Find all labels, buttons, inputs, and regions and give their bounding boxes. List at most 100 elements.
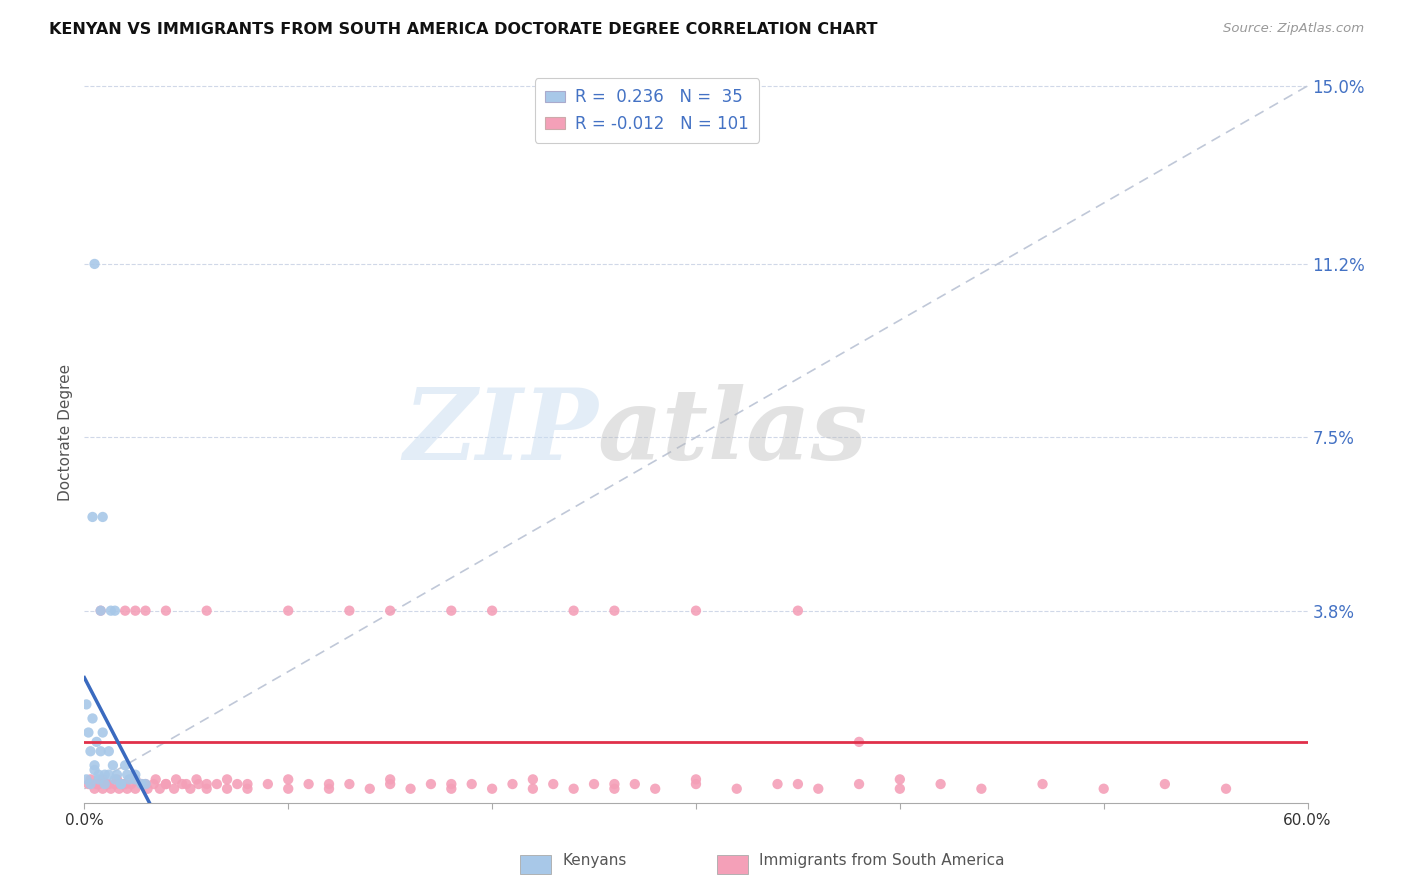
Point	[380, 777, 402, 791]
Point	[77, 725, 100, 739]
Point	[725, 781, 748, 796]
Point	[195, 604, 218, 618]
Point	[75, 698, 97, 712]
Point	[124, 767, 146, 781]
Point	[205, 777, 228, 791]
Point	[236, 781, 259, 796]
Point	[359, 781, 381, 796]
Point	[929, 777, 952, 791]
Point	[848, 735, 870, 749]
Point	[83, 257, 105, 271]
Point	[108, 781, 131, 796]
Point	[970, 781, 993, 796]
Point	[149, 781, 172, 796]
Point	[848, 777, 870, 791]
Point	[77, 777, 100, 791]
Text: atlas: atlas	[598, 384, 868, 481]
Point	[101, 758, 124, 772]
Point	[104, 772, 127, 787]
Point	[112, 777, 135, 791]
Point	[277, 604, 299, 618]
Point	[165, 772, 187, 787]
Point	[97, 744, 120, 758]
Point	[195, 777, 218, 791]
Point	[83, 758, 105, 772]
Point	[1154, 777, 1177, 791]
Point	[86, 735, 108, 749]
Point	[155, 777, 177, 791]
Point	[124, 772, 146, 787]
Point	[114, 777, 136, 791]
Point	[79, 777, 101, 791]
Point	[1092, 781, 1115, 796]
Point	[91, 772, 114, 787]
Point	[124, 781, 146, 796]
Point	[186, 772, 208, 787]
Point	[104, 777, 127, 791]
Point	[124, 604, 146, 618]
Point	[97, 777, 120, 791]
Point	[83, 763, 105, 777]
Point	[399, 781, 422, 796]
Point	[90, 744, 112, 758]
Point	[562, 604, 585, 618]
Point	[91, 510, 114, 524]
Point	[90, 604, 112, 618]
Point	[131, 777, 153, 791]
Point	[440, 604, 463, 618]
Point	[339, 777, 361, 791]
Point	[644, 781, 666, 796]
Point	[155, 777, 177, 791]
Point	[562, 781, 585, 796]
Point	[114, 758, 136, 772]
Point	[461, 777, 484, 791]
Point	[131, 777, 153, 791]
Point	[87, 777, 110, 791]
Point	[82, 711, 104, 725]
Point	[87, 772, 110, 787]
Point	[87, 767, 110, 781]
Point	[603, 781, 626, 796]
Point	[583, 777, 606, 791]
Point	[522, 781, 544, 796]
Point	[787, 777, 810, 791]
Point	[100, 604, 122, 618]
Point	[440, 781, 463, 796]
Point	[115, 781, 138, 796]
Point	[93, 767, 115, 781]
Point	[807, 781, 830, 796]
Point	[226, 777, 249, 791]
Point	[135, 777, 157, 791]
Point	[217, 772, 239, 787]
Point	[124, 772, 146, 787]
Point	[86, 777, 108, 791]
Point	[543, 777, 565, 791]
Point	[97, 767, 120, 781]
Point	[110, 777, 132, 791]
Text: ZIP: ZIP	[404, 384, 598, 481]
Point	[105, 772, 128, 787]
Point	[766, 777, 789, 791]
Point	[277, 781, 299, 796]
Point	[685, 604, 707, 618]
Point	[174, 777, 197, 791]
Point	[93, 777, 115, 791]
Point	[1215, 781, 1237, 796]
Point	[339, 604, 361, 618]
Point	[481, 781, 503, 796]
Point	[75, 772, 97, 787]
Point	[79, 772, 101, 787]
Point	[298, 777, 321, 791]
Point	[187, 777, 209, 791]
Point	[91, 781, 114, 796]
Point	[440, 777, 463, 791]
Point	[318, 777, 340, 791]
Point	[136, 781, 159, 796]
Point	[217, 781, 239, 796]
Point	[91, 725, 114, 739]
Text: Kenyans: Kenyans	[562, 854, 627, 868]
Point	[79, 744, 101, 758]
Point	[277, 772, 299, 787]
Point	[115, 767, 138, 781]
Text: Immigrants from South America: Immigrants from South America	[759, 854, 1005, 868]
